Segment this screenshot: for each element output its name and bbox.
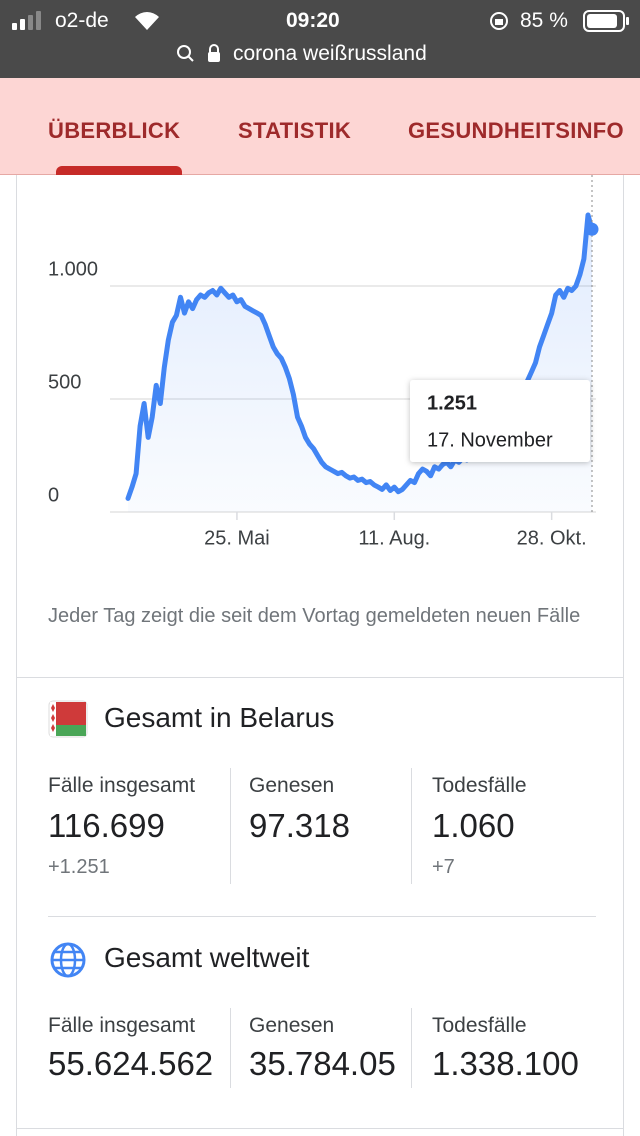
stat-value: 116.699: [48, 807, 165, 844]
section-title: Gesamt weltweit: [104, 942, 310, 973]
stat-label: Todesfälle: [432, 774, 527, 797]
rotation-lock-icon: [490, 12, 508, 30]
tab[interactable]: ÜBERBLICK: [48, 118, 181, 143]
battery-level: 85 %: [520, 9, 568, 32]
url-query[interactable]: corona weißrussland: [233, 42, 427, 65]
column-divider: [230, 768, 231, 884]
separator: [16, 1128, 624, 1129]
tab[interactable]: GESUNDHEITSINFO: [408, 118, 624, 143]
column-divider: [411, 768, 412, 884]
x-tick-label: 25. Mai: [204, 527, 270, 549]
stat-label: Fälle insgesamt: [48, 1014, 196, 1037]
time: 09:20: [286, 9, 340, 32]
stat-label: Genesen: [249, 774, 335, 797]
y-tick-label: 0: [48, 484, 59, 506]
separator: [48, 916, 596, 917]
tooltip-box: [410, 380, 590, 462]
stat-delta: +1.251: [48, 856, 110, 878]
card-border: [623, 175, 624, 1136]
status-and-url-bar: o2-de 09:20 85 % corona weißrussland: [0, 0, 640, 78]
section-title: Gesamt in Belarus: [104, 702, 335, 733]
stat-value: 97.318: [249, 807, 350, 844]
separator: [16, 677, 624, 678]
stat-label: Fälle insgesamt: [48, 774, 196, 797]
tooltip-date: 17. November: [427, 429, 553, 451]
belarus-flag: [48, 700, 88, 738]
stat-value: 55.624.562: [48, 1045, 214, 1082]
column-divider: [411, 1008, 412, 1088]
x-tick-label: 11. Aug.: [358, 527, 430, 549]
stat-value: 35.784.05: [249, 1045, 396, 1082]
y-tick-label: 1.000: [48, 258, 98, 280]
y-tick-label: 500: [48, 371, 81, 393]
tooltip-value: 1.251: [427, 392, 477, 414]
carrier: o2-de: [55, 9, 109, 32]
column-divider: [230, 1008, 231, 1088]
tab-bar: ÜBERBLICK STATISTIK GESUNDHEITSINFO: [0, 78, 640, 175]
x-tick-label: 28. Okt.: [517, 527, 587, 549]
area-fill: [128, 215, 592, 512]
stat-value: 1.338.100: [432, 1045, 579, 1082]
active-tab-indicator: [56, 166, 182, 175]
signal-icon: [12, 11, 41, 30]
stat-label: Todesfälle: [432, 1014, 527, 1037]
tab[interactable]: STATISTIK: [238, 118, 352, 143]
stat-value: 1.060: [432, 807, 515, 844]
hover-point: [585, 222, 599, 236]
globe-icon: [50, 942, 86, 978]
card-border: [16, 175, 17, 1136]
battery-icon: [583, 10, 629, 32]
wifi-icon: [135, 12, 159, 30]
search-lock-icons: [177, 44, 220, 62]
stat-label: Genesen: [249, 1014, 335, 1037]
chart-caption: Jeder Tag zeigt die seit dem Vortag geme…: [48, 605, 581, 627]
stat-delta: +7: [432, 856, 455, 878]
